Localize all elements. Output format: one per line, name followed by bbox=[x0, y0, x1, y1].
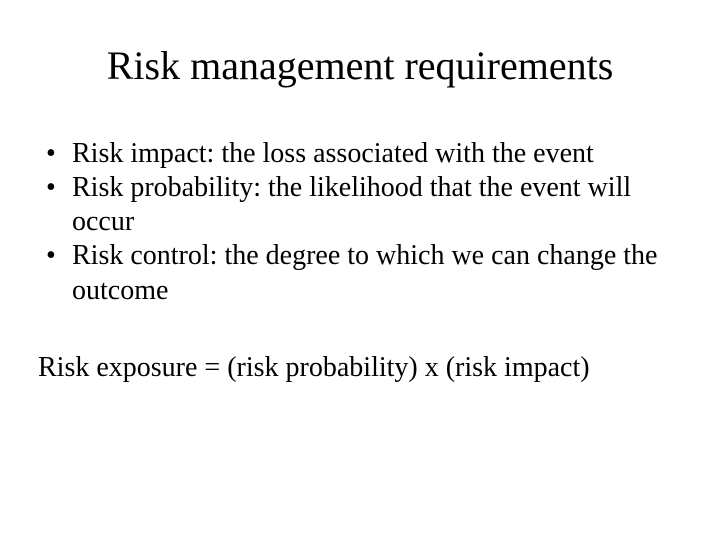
slide-title: Risk management requirements bbox=[36, 42, 684, 89]
slide: Risk management requirements Risk impact… bbox=[0, 0, 720, 540]
list-item: Risk control: the degree to which we can… bbox=[44, 239, 684, 307]
list-item: Risk impact: the loss associated with th… bbox=[44, 137, 684, 171]
bullet-list: Risk impact: the loss associated with th… bbox=[36, 137, 684, 308]
formula-text: Risk exposure = (risk probability) x (ri… bbox=[36, 352, 684, 384]
list-item: Risk probability: the likelihood that th… bbox=[44, 171, 684, 239]
